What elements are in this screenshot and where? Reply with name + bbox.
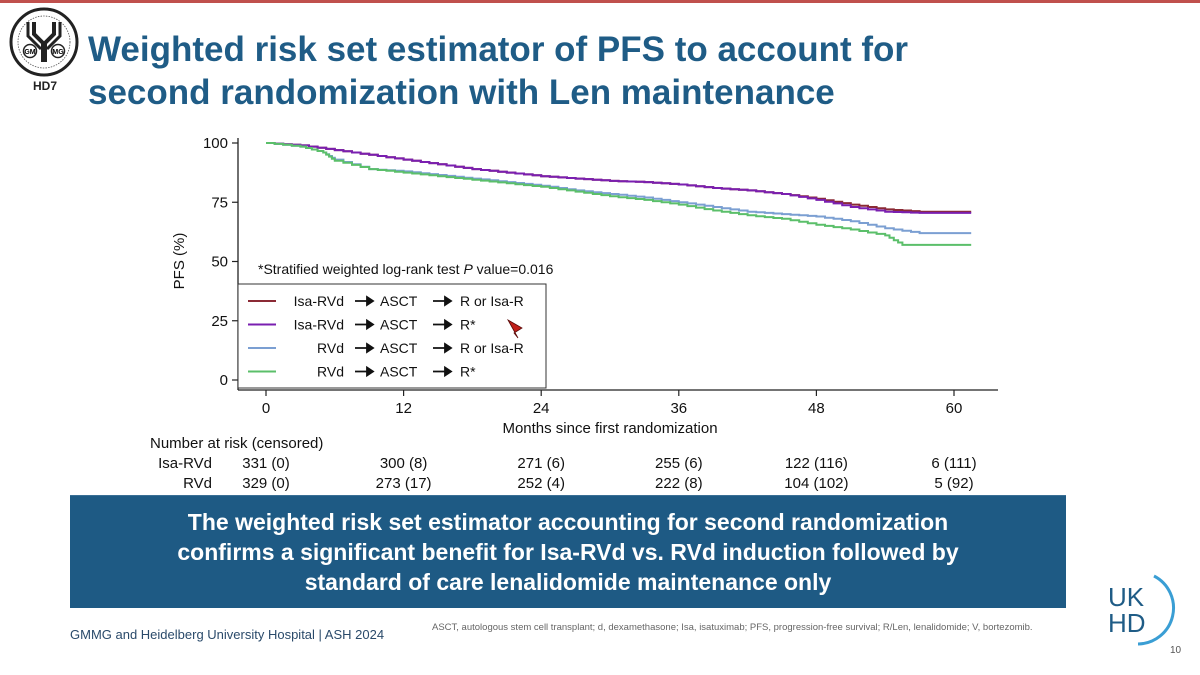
annotation-prefix: *Stratified weighted log-rank test — [258, 261, 463, 277]
arrow-right-icon — [433, 295, 453, 307]
legend-step-2: R* — [460, 364, 476, 380]
x-axis-label: Months since first randomization — [502, 420, 717, 437]
arrow-right-icon — [355, 295, 375, 307]
arrow-right-icon — [433, 318, 453, 331]
cursor-pointer-icon — [506, 318, 523, 339]
risk-cell: 329 (0) — [242, 475, 290, 492]
risk-cell: 222 (8) — [655, 475, 703, 492]
annotation-p: P — [463, 261, 473, 277]
page-number: 10 — [1170, 645, 1182, 656]
ukhd-logo-icon: UK HD — [1108, 574, 1175, 646]
footer-abbreviations: ASCT, autologous stem cell transplant; d… — [432, 622, 1033, 633]
study-label: HD7 — [32, 79, 57, 93]
series-line-3 — [266, 142, 972, 235]
risk-cell: 5 (92) — [934, 475, 974, 492]
x-tick-label: 48 — [808, 400, 825, 417]
page-title: Weighted risk set estimator of PFS to ac… — [88, 28, 1088, 114]
risk-cell: 273 (17) — [375, 475, 432, 492]
gmmg-logo-icon: GM MG — [9, 7, 79, 77]
annotation-suffix: value=0.016 — [473, 261, 554, 277]
x-tick-label: 12 — [395, 400, 412, 417]
risk-cell: 331 (0) — [242, 455, 290, 472]
y-tick-label: 0 — [220, 372, 228, 389]
ukhd-line-1: UK — [1108, 582, 1145, 612]
legend-induction: RVd — [317, 364, 344, 380]
chart-curves — [266, 142, 972, 246]
legend-induction: RVd — [317, 340, 344, 356]
logo-letters-right: MG — [52, 49, 64, 56]
risk-cell: 255 (6) — [655, 455, 703, 472]
legend-step-1: ASCT — [380, 340, 418, 356]
x-tick-label: 0 — [262, 400, 270, 417]
title-line-2: second randomization with Len maintenanc… — [88, 73, 835, 112]
chart-legend: Isa-RVd ASCT R or Isa-R Isa-RVd ASCT R* RVd ASC… — [237, 283, 547, 389]
legend-induction: Isa-RVd — [294, 293, 344, 309]
chart-axes: 0 25 50 75 100 0 12 24 36 48 60 — [203, 135, 998, 417]
footer-source: GMMG and Heidelberg University Hospital … — [70, 627, 385, 642]
risk-cell: 122 (116) — [784, 455, 848, 472]
series-line-4 — [266, 142, 972, 246]
legend-step-2: R* — [460, 317, 476, 333]
y-tick-label: 25 — [211, 313, 228, 330]
y-tick-label: 100 — [203, 135, 228, 152]
pfs-chart: 0 25 50 75 100 0 12 24 36 48 60 *Stratified weight… — [171, 135, 998, 437]
x-tick-label: 60 — [946, 400, 963, 417]
arrow-right-icon — [355, 365, 375, 378]
risk-cell: 104 (102) — [784, 475, 849, 492]
arrow-right-icon — [355, 342, 375, 354]
risk-row-label: RVd — [183, 475, 212, 492]
conclusion-banner: The weighted risk set estimator accounti… — [70, 495, 1066, 608]
risk-table-header: Number at risk (censored) — [150, 435, 324, 452]
legend-step-1: ASCT — [380, 317, 418, 333]
series-line-1 — [266, 142, 972, 213]
banner-line-1: The weighted risk set estimator accounti… — [187, 509, 949, 535]
arrow-right-icon — [355, 318, 375, 331]
y-tick-label: 75 — [211, 194, 228, 211]
y-axis-label: PFS (%) — [171, 233, 188, 290]
x-tick-label: 24 — [533, 400, 550, 417]
risk-cell: 271 (6) — [517, 455, 565, 472]
banner-text: The weighted risk set estimator accounti… — [70, 507, 1066, 597]
legend-induction: Isa-RVd — [294, 317, 344, 333]
x-tick-label: 36 — [670, 400, 687, 417]
risk-cell: 252 (4) — [517, 475, 565, 492]
legend-step-2: R or Isa-R — [460, 340, 524, 356]
risk-cell: 300 (8) — [379, 455, 428, 472]
series-line-2 — [266, 142, 972, 214]
risk-cell: 6 (111) — [931, 455, 977, 472]
risk-row-label: Isa-RVd — [158, 455, 212, 472]
logo-letters-left: GM — [24, 49, 35, 56]
chart-annotation: *Stratified weighted log-rank test P val… — [258, 261, 554, 277]
arrow-right-icon — [433, 365, 453, 378]
title-line-1: Weighted risk set estimator of PFS to ac… — [88, 30, 909, 69]
legend-step-1: ASCT — [380, 293, 418, 309]
legend-step-2: R or Isa-R — [460, 293, 524, 309]
y-tick-label: 50 — [211, 254, 228, 271]
ukhd-line-2: HD — [1108, 608, 1146, 638]
arrow-right-icon — [433, 342, 453, 354]
top-accent-line — [0, 0, 1200, 3]
legend-box — [237, 283, 547, 389]
legend-step-1: ASCT — [380, 364, 418, 380]
banner-line-2: confirms a significant benefit for Isa-R… — [177, 539, 959, 565]
banner-line-3: standard of care lenalidomide maintenanc… — [304, 569, 832, 595]
risk-table: Number at risk (censored) Isa-RVd 331 (0) 3… — [150, 435, 1030, 495]
